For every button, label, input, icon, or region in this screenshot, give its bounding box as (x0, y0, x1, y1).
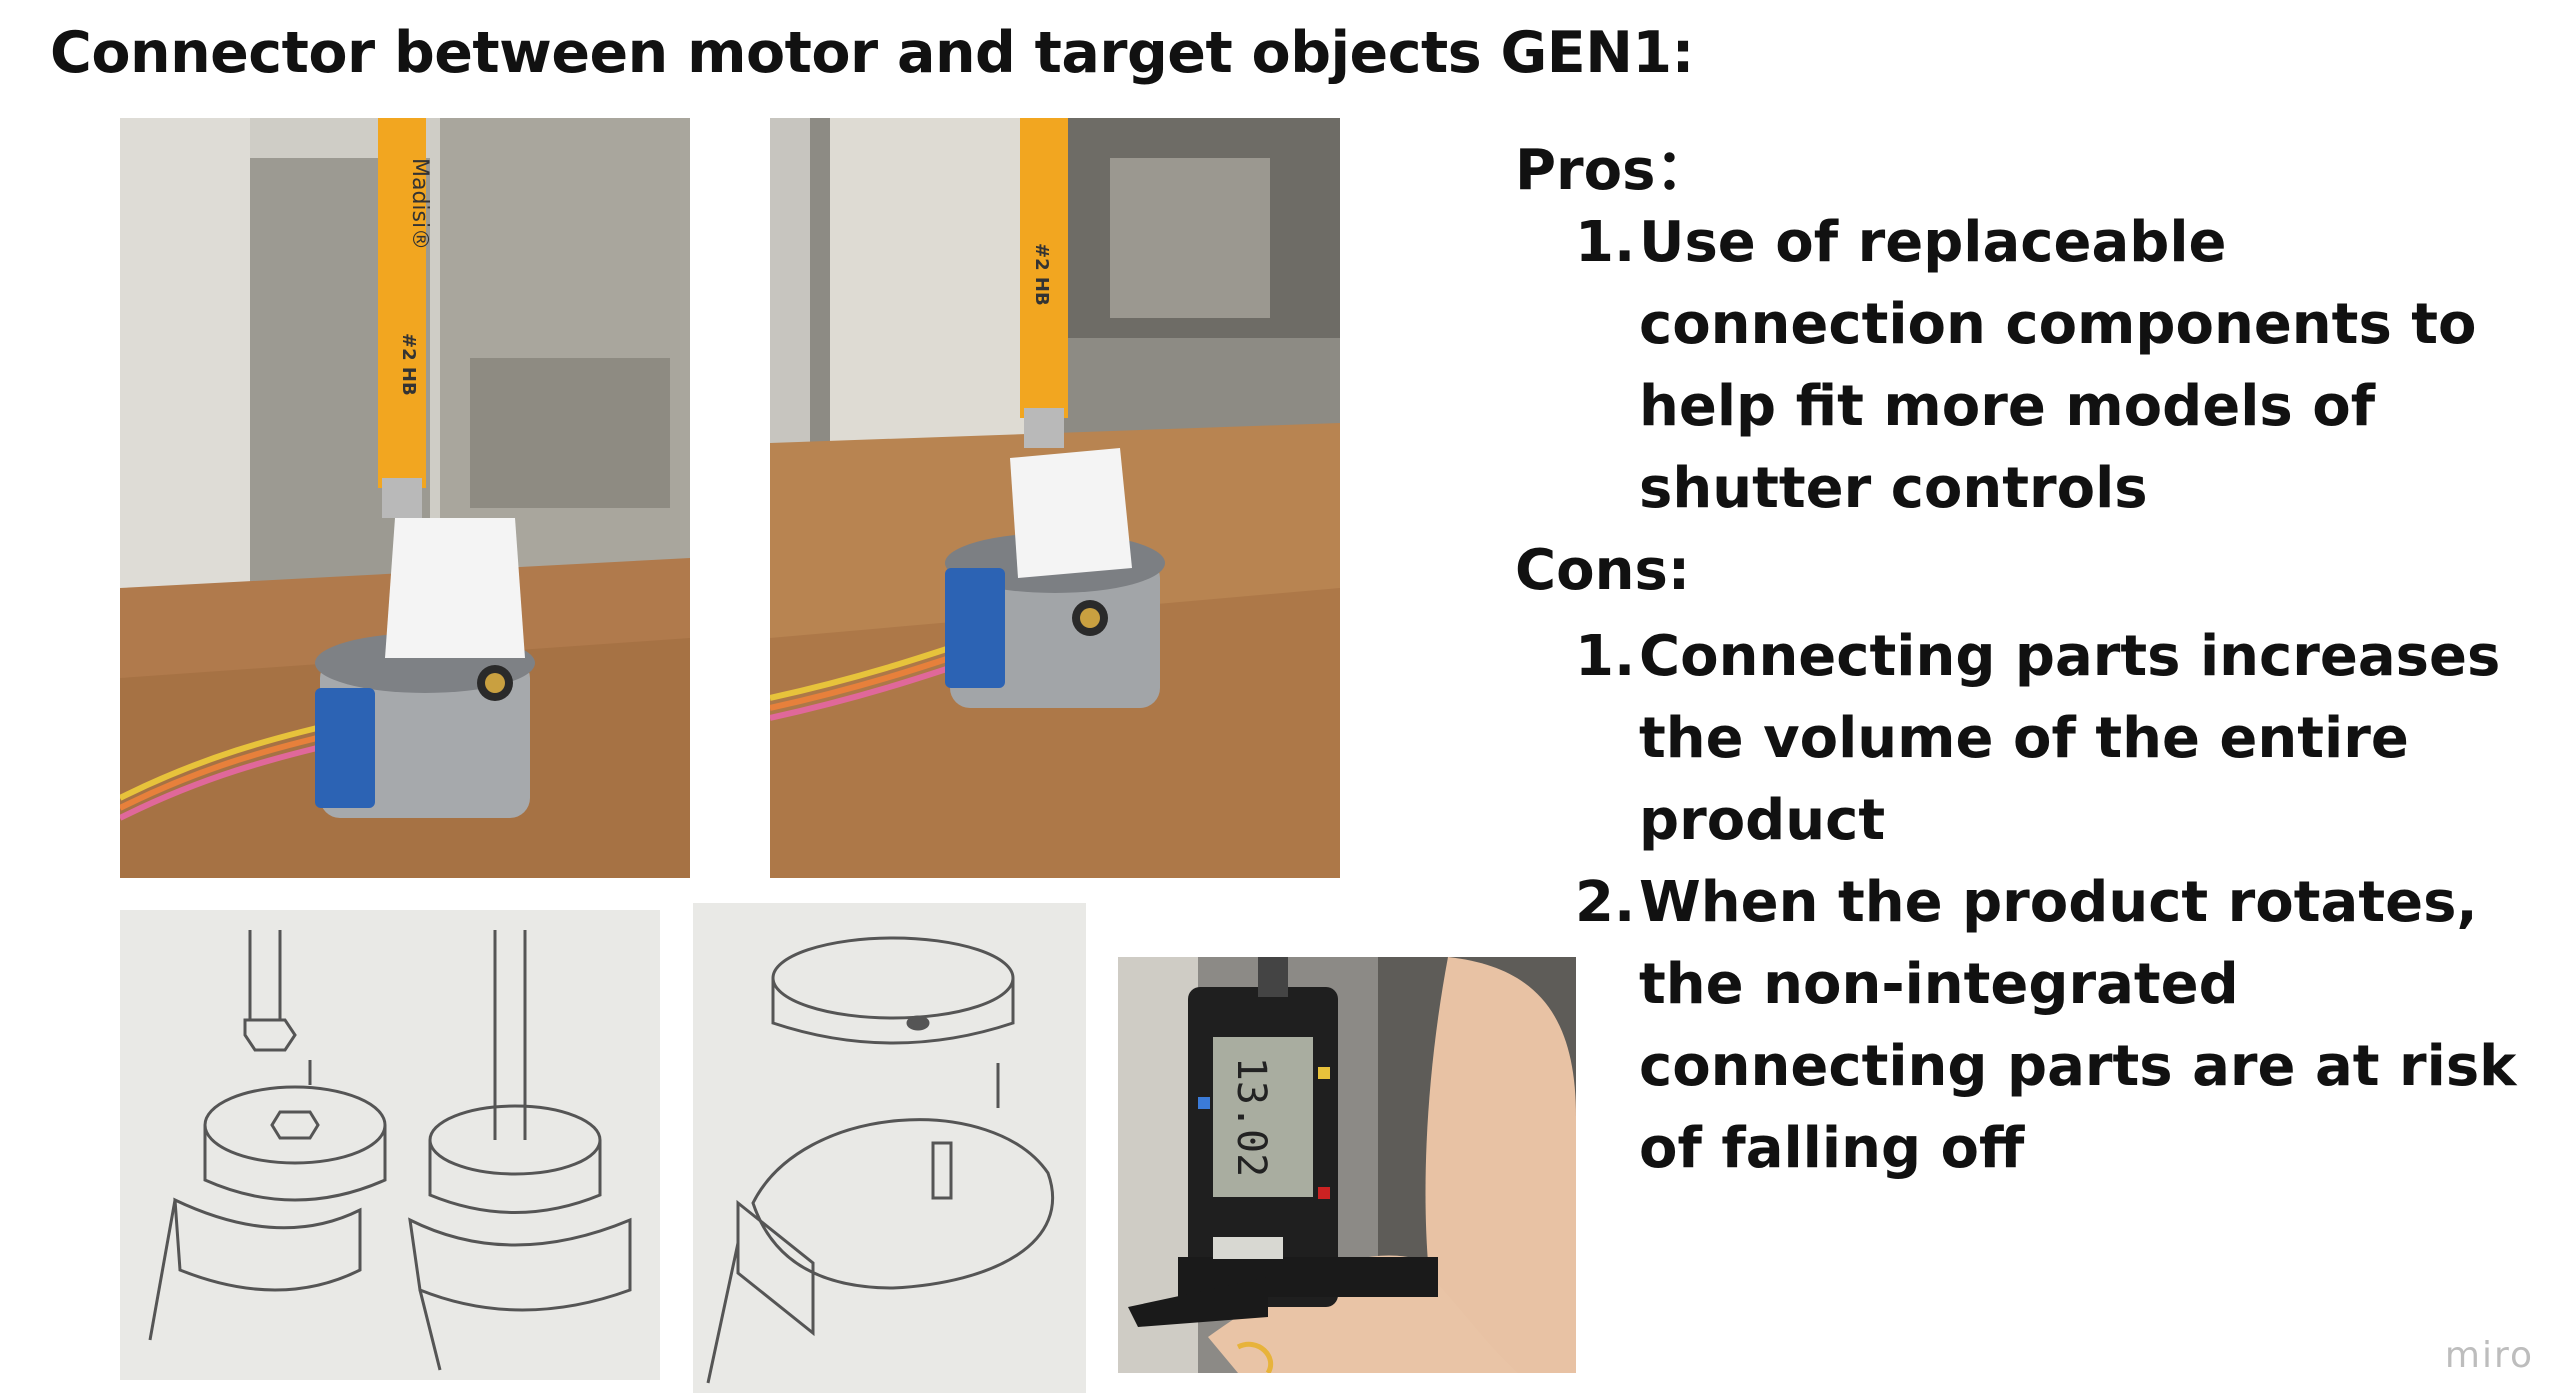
pencil-grade-label: #2 HB (1031, 243, 1052, 306)
photo-caliper-measurement: 13.02 (1118, 957, 1576, 1373)
pencil-grade-label: #2 HB (398, 333, 419, 396)
cons-heading: Cons: (1515, 538, 1691, 603)
list-text: Use of replaceable connection components… (1639, 210, 2477, 521)
list-number: 1. (1575, 624, 1636, 689)
photo-pencil-on-motor-front: Madisi® #2 HB (120, 118, 690, 878)
pros-item: 1. Use of replaceable connection compone… (1575, 202, 2535, 530)
list-number: 1. (1575, 210, 1636, 275)
page-title: Connector between motor and target objec… (50, 20, 1694, 86)
sketch-hex-connector (120, 910, 660, 1380)
photo-pencil-on-motor-side: #2 HB (770, 118, 1340, 878)
cons-item: 2. When the product rotates, the non-int… (1575, 862, 2535, 1190)
cons-item: 1. Connecting parts increases the volume… (1575, 616, 2535, 862)
pencil-brand-label: Madisi® (407, 158, 432, 250)
miro-watermark: miro (2444, 1335, 2534, 1376)
list-text: Connecting parts increases the volume of… (1639, 624, 2501, 853)
pros-heading: Pros： (1515, 138, 1712, 203)
list-number: 2. (1575, 870, 1636, 935)
sketch-round-connector (693, 903, 1086, 1393)
caliper-lcd-reading: 13.02 (1228, 1057, 1274, 1177)
list-text: When the product rotates, the non-integr… (1639, 870, 2517, 1181)
